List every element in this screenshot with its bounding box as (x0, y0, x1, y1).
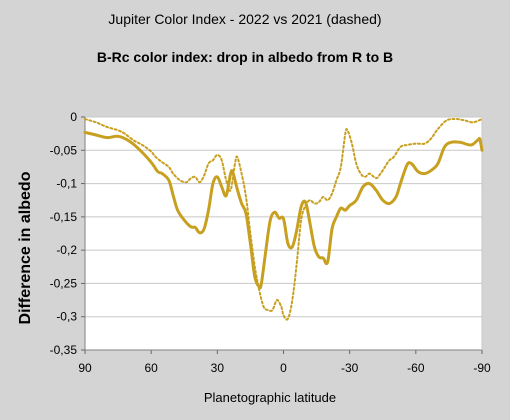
y-axis-label: Difference in albedo (17, 171, 34, 324)
x-tick-label: 90 (78, 361, 92, 375)
y-tick-label: -0,25 (50, 276, 78, 290)
y-tick-label: -0,1 (56, 177, 77, 191)
y-tick-label: -0,15 (50, 210, 78, 224)
x-tick-label: 0 (280, 361, 287, 375)
plot-background (85, 117, 482, 350)
chart-subtitle: B-Rc color index: drop in albedo from R … (97, 49, 393, 65)
series-line-2021 (84, 117, 483, 321)
series-line-2022 (83, 130, 484, 290)
x-tick-label: 30 (211, 361, 225, 375)
y-tick-label: -0,35 (50, 343, 78, 357)
chart-title: Jupiter Color Index - 2022 vs 2021 (dash… (108, 11, 381, 27)
x-tick-label: -30 (341, 361, 359, 375)
x-tick-label: 60 (144, 361, 158, 375)
x-tick-label: -90 (473, 361, 491, 375)
y-tick-label: -0,05 (50, 143, 78, 157)
y-tick-label: -0,3 (56, 310, 77, 324)
x-tick-label: -60 (407, 361, 425, 375)
x-axis-label: Planetographic latitude (204, 390, 336, 405)
y-tick-label: 0 (70, 110, 77, 124)
y-tick-label: -0,2 (56, 243, 77, 257)
